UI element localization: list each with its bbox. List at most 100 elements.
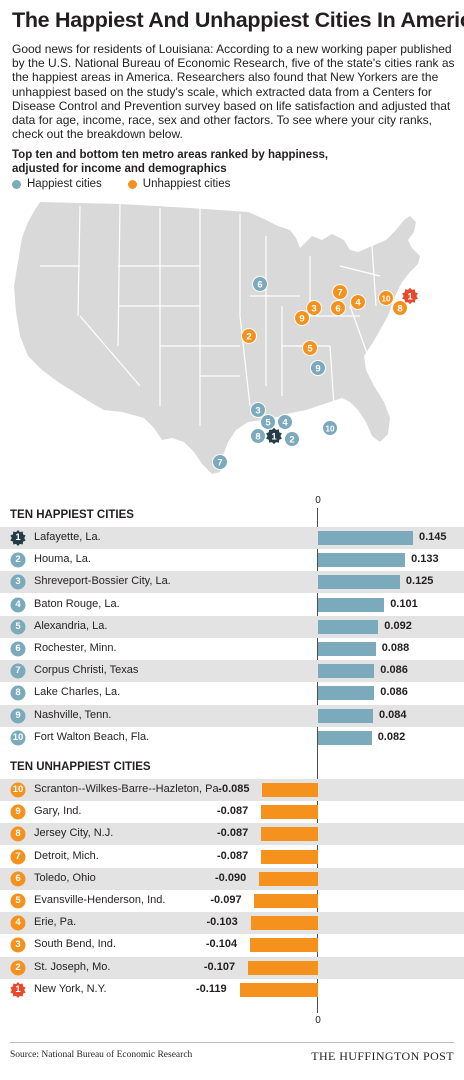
rank-number: 2 xyxy=(15,554,21,566)
map-marker-number: 4 xyxy=(355,298,361,309)
rank-circle-icon xyxy=(10,893,26,909)
rank-star-icon xyxy=(10,981,26,998)
city-name: Houma, La. xyxy=(34,553,91,566)
city-name: Corpus Christi, Texas xyxy=(34,664,139,677)
bar-value-label: 0.088 xyxy=(381,642,410,654)
map-marker-number: 10 xyxy=(382,295,391,304)
unhappy-map-marker: 4 xyxy=(350,294,366,310)
city-name: Shreveport-Bossier City, La. xyxy=(34,575,171,588)
city-name: Alexandria, La. xyxy=(34,619,108,632)
unhappy-bar xyxy=(261,849,318,864)
happy-bar xyxy=(318,664,375,679)
rank-badge: 9 xyxy=(10,708,26,724)
unhappy-city-row: 6 Toledo, Ohio -0.090 xyxy=(0,867,464,890)
rank-number: 9 xyxy=(15,709,21,721)
rank-badge: 10 xyxy=(10,782,26,798)
happiest-section-title: TEN HAPPIEST CITIES xyxy=(10,509,134,521)
bar-value-label: -0.104 xyxy=(205,938,238,951)
map-marker-number: 9 xyxy=(299,314,304,325)
unhappy-bar xyxy=(259,871,318,886)
unhappy-city-row: 2 St. Joseph, Mo. -0.107 xyxy=(0,956,464,979)
bar-value-label: 0.145 xyxy=(419,531,447,543)
map-marker-number: 7 xyxy=(337,288,342,299)
publisher-brand: THE HUFFINGTON POST xyxy=(311,1049,454,1063)
map-marker-number: 9 xyxy=(315,364,320,375)
legend-unhappy-label: Unhappiest cities xyxy=(142,178,231,190)
rank-badge: 7 xyxy=(10,663,26,679)
happy-city-row: 9 Nashville, Tenn. 0.084 xyxy=(0,704,464,727)
map-marker-number: 2 xyxy=(246,332,251,343)
city-name: Fort Walton Beach, Fla. xyxy=(34,730,150,743)
rank-number: 3 xyxy=(15,939,21,951)
happy-map-marker: 4 xyxy=(277,414,293,430)
rank-star-icon xyxy=(10,530,26,546)
unhappy-bar xyxy=(262,783,318,797)
bar-value-label: -0.103 xyxy=(206,916,238,929)
rank-circle-icon xyxy=(10,619,26,635)
rank-number: 8 xyxy=(15,828,21,840)
bar-value-label: 0.084 xyxy=(379,708,407,721)
map-marker-number: 1 xyxy=(271,432,277,443)
rank-badge: 3 xyxy=(10,937,26,953)
intro-paragraph: Good news for residents of Louisiana: Ac… xyxy=(12,42,455,142)
rank-circle-icon xyxy=(10,915,26,931)
legend-happy: Happiest cities xyxy=(12,178,102,190)
city-name: Jersey City, N.J. xyxy=(34,827,114,840)
rank-circle-icon xyxy=(10,574,26,590)
rank-number: 2 xyxy=(15,961,21,973)
unhappy-bar xyxy=(261,827,318,842)
unhappy-map-marker: 3 xyxy=(306,300,322,316)
unhappy-city-row: 7 Detroit, Mich. -0.087 xyxy=(0,846,464,868)
rank-number: 5 xyxy=(15,895,21,906)
happy-map-marker: 2 xyxy=(284,431,300,447)
bar-value-label: -0.119 xyxy=(196,982,227,995)
rank-badge: 8 xyxy=(10,826,26,842)
rank-circle-icon xyxy=(10,782,26,798)
unhappiest-section-title: TEN UNHAPPIEST CITIES xyxy=(10,761,151,773)
unhappy-map-marker: 2 xyxy=(241,328,257,344)
rank-number: 1 xyxy=(15,532,21,543)
rank-badge: 4 xyxy=(10,915,26,931)
bar-value-label: -0.107 xyxy=(203,960,236,973)
rank-badge: 6 xyxy=(10,871,26,887)
legend-unhappy-dot xyxy=(127,179,137,189)
happy-map-marker: 8 xyxy=(250,428,266,444)
happy-bar xyxy=(318,708,373,723)
us-outline-shape xyxy=(14,202,420,474)
axis-zero-label-bottom: 0 xyxy=(315,1015,321,1026)
unhappy-city-row: 5 Evansville-Henderson, Ind. -0.097 xyxy=(0,890,464,912)
happy-city-row: 6 Rochester, Minn. 0.088 xyxy=(0,638,464,660)
city-name: Baton Rouge, La. xyxy=(34,597,120,610)
bar-value-label: 0.092 xyxy=(384,619,412,632)
rank-number: 8 xyxy=(15,687,21,699)
unhappy-map-marker: 6 xyxy=(330,300,346,316)
bar-value-label: 0.125 xyxy=(405,575,434,588)
happy-map-marker: 10 xyxy=(322,420,338,436)
bar-value-label: -0.085 xyxy=(218,783,250,795)
rank-circle-icon xyxy=(10,685,26,701)
rank-circle-icon xyxy=(10,708,26,724)
bar-value-label: -0.087 xyxy=(217,827,249,840)
rank-number: 10 xyxy=(12,784,24,795)
map-heading-line-1: Top ten and bottom ten metro areas ranke… xyxy=(12,149,329,161)
rank-badge: 5 xyxy=(10,619,26,635)
unhappy-city-row: 4 Erie, Pa. -0.103 xyxy=(0,912,464,935)
happy-map-marker: 7 xyxy=(212,454,228,470)
city-name: Evansville-Henderson, Ind. xyxy=(34,894,166,906)
rank-badge: 10 xyxy=(10,730,26,746)
happy-map-marker: 5 xyxy=(260,414,276,430)
happy-city-row: 3 Shreveport-Bossier City, La. 0.125 xyxy=(0,571,464,594)
map-marker-number: 10 xyxy=(326,425,335,434)
happy-bar xyxy=(318,553,406,568)
bar-value-label: 0.133 xyxy=(411,553,439,566)
rank-circle-icon xyxy=(10,849,26,865)
city-name: Scranton--Wilkes-Barre--Hazleton, Pa. xyxy=(34,783,222,795)
map-marker-number: 6 xyxy=(335,304,340,315)
city-name: Rochester, Minn. xyxy=(34,642,117,654)
unhappy-bar xyxy=(249,938,318,953)
map-legend: Happiest cities Unhappiest cities xyxy=(12,178,230,190)
zero-axis-line xyxy=(317,508,318,1013)
rank-number: 9 xyxy=(15,806,21,818)
legend-unhappy: Unhappiest cities xyxy=(127,178,231,190)
